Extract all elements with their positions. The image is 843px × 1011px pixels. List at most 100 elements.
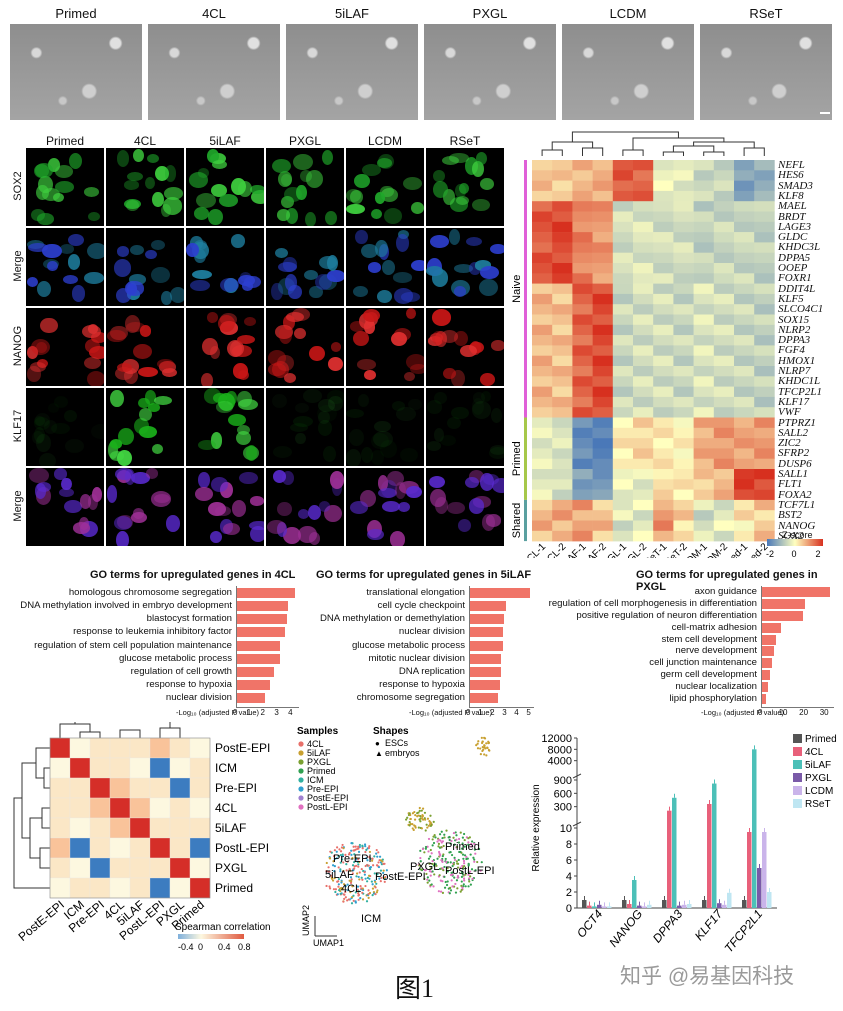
- cell-nucleus: [283, 315, 295, 331]
- heatmap-cell: [713, 499, 735, 511]
- cell-nucleus: [87, 324, 99, 334]
- cell-nucleus: [491, 477, 504, 493]
- cell-nucleus: [380, 185, 394, 197]
- umap-point: [426, 881, 429, 884]
- heatmap-cell: [693, 469, 715, 480]
- heatmap-cell: [633, 366, 654, 377]
- heatmap-cell: [653, 273, 674, 284]
- cell-nucleus: [268, 350, 287, 366]
- cell-nucleus: [390, 331, 408, 347]
- heatmap-cell: [653, 520, 674, 532]
- cell-nucleus: [367, 528, 385, 541]
- umap-point: [405, 818, 408, 821]
- cell-nucleus: [323, 504, 342, 523]
- correlation-row-label: PXGL: [215, 861, 247, 875]
- heatmap-cell: [532, 366, 553, 377]
- cell-nucleus: [31, 209, 45, 222]
- heatmap-gene-label: NEFL: [778, 159, 805, 171]
- bar-mark: [707, 804, 712, 908]
- heatmap-gene-label: KLF8: [778, 189, 804, 202]
- umap-point: [351, 864, 355, 867]
- umap-point: [363, 873, 366, 876]
- umap-point: [430, 852, 433, 855]
- go-axis-tick: 1: [478, 708, 483, 717]
- fluorescence-image: [346, 228, 424, 306]
- cell-nucleus: [163, 186, 184, 200]
- cell-nucleus: [454, 286, 467, 298]
- umap-point: [385, 869, 388, 872]
- cell-nucleus: [327, 356, 344, 371]
- correlation-cell: [189, 757, 211, 779]
- umap-point: [373, 855, 376, 858]
- umap-point: [367, 893, 370, 896]
- fluorescence-image: [266, 228, 344, 306]
- umap-point: [328, 885, 331, 888]
- heatmap-cell: [754, 221, 775, 233]
- correlation-legend-tick: 0.4: [218, 942, 231, 952]
- cell-nucleus: [271, 158, 291, 173]
- heatmap-gene-label: OOEP: [778, 262, 808, 274]
- bar-legend-label: PXGL: [805, 773, 832, 784]
- cell-nucleus: [284, 186, 303, 202]
- heatmap-cell: [754, 376, 775, 387]
- heatmap-cell: [693, 366, 715, 377]
- heatmap-cell: [633, 252, 654, 264]
- heatmap-gene-label: KHDC1L: [778, 375, 821, 388]
- umap-point: [437, 845, 440, 848]
- heatmap-cell: [572, 355, 593, 367]
- heatmap-cell: [572, 304, 593, 315]
- umap-point: [354, 856, 357, 859]
- cell-nucleus: [480, 373, 495, 386]
- fluorescence-image: [346, 148, 424, 226]
- heatmap-gene-label: DPPA5: [778, 251, 811, 264]
- cell-nucleus: [48, 403, 60, 413]
- umap-point: [431, 862, 434, 866]
- umap-point: [446, 870, 449, 873]
- cell-nucleus: [283, 373, 296, 384]
- cell-nucleus: [324, 210, 337, 226]
- umap-point: [379, 880, 382, 883]
- cell-nucleus: [273, 446, 292, 458]
- umap-point: [352, 845, 355, 848]
- cell-nucleus: [308, 531, 321, 545]
- heatmap-group-label: Primed: [511, 441, 523, 476]
- cell-nucleus: [293, 153, 313, 170]
- cell-nucleus: [217, 314, 236, 333]
- heatmap-cell: [612, 458, 634, 470]
- umap-point: [448, 838, 451, 842]
- heatmap-cell: [734, 479, 755, 490]
- heatmap-cell: [633, 396, 654, 408]
- heatmap-cell: [633, 304, 654, 315]
- bar-y-tick-label: 6: [566, 855, 572, 867]
- umap-point: [446, 861, 450, 864]
- correlation-row-label: Primed: [215, 881, 253, 895]
- go-axis-tick: 10: [778, 708, 788, 717]
- umap-point: [481, 749, 484, 753]
- correlation-cell: [109, 857, 131, 879]
- cell-nucleus: [64, 438, 85, 453]
- umap-point: [462, 859, 466, 863]
- heatmap-cell: [653, 510, 674, 521]
- heatmap-cell: [633, 293, 654, 305]
- umap-point: [353, 853, 356, 856]
- cell-nucleus: [67, 254, 81, 270]
- cell-nucleus: [322, 149, 334, 166]
- heatmap-cell: [734, 355, 755, 367]
- heatmap-cell: [754, 407, 775, 418]
- heatmap-cell: [612, 293, 634, 305]
- umap-point: [443, 865, 446, 869]
- heatmap-cell: [592, 160, 614, 171]
- heatmap-cell: [552, 180, 573, 192]
- go-axis-tick: 0: [466, 708, 471, 717]
- heatmap-cell: [713, 263, 735, 274]
- cell-nucleus: [193, 239, 207, 250]
- umap-point: [353, 860, 356, 864]
- umap-point: [417, 826, 420, 829]
- go-bar: [762, 646, 775, 657]
- umap-point: [339, 861, 342, 864]
- correlation-cell: [89, 877, 111, 899]
- heatmap-cell: [572, 232, 593, 243]
- umap-point: [355, 858, 358, 861]
- umap-shapes-title: Shapes: [373, 726, 409, 737]
- cell-nucleus: [479, 278, 498, 296]
